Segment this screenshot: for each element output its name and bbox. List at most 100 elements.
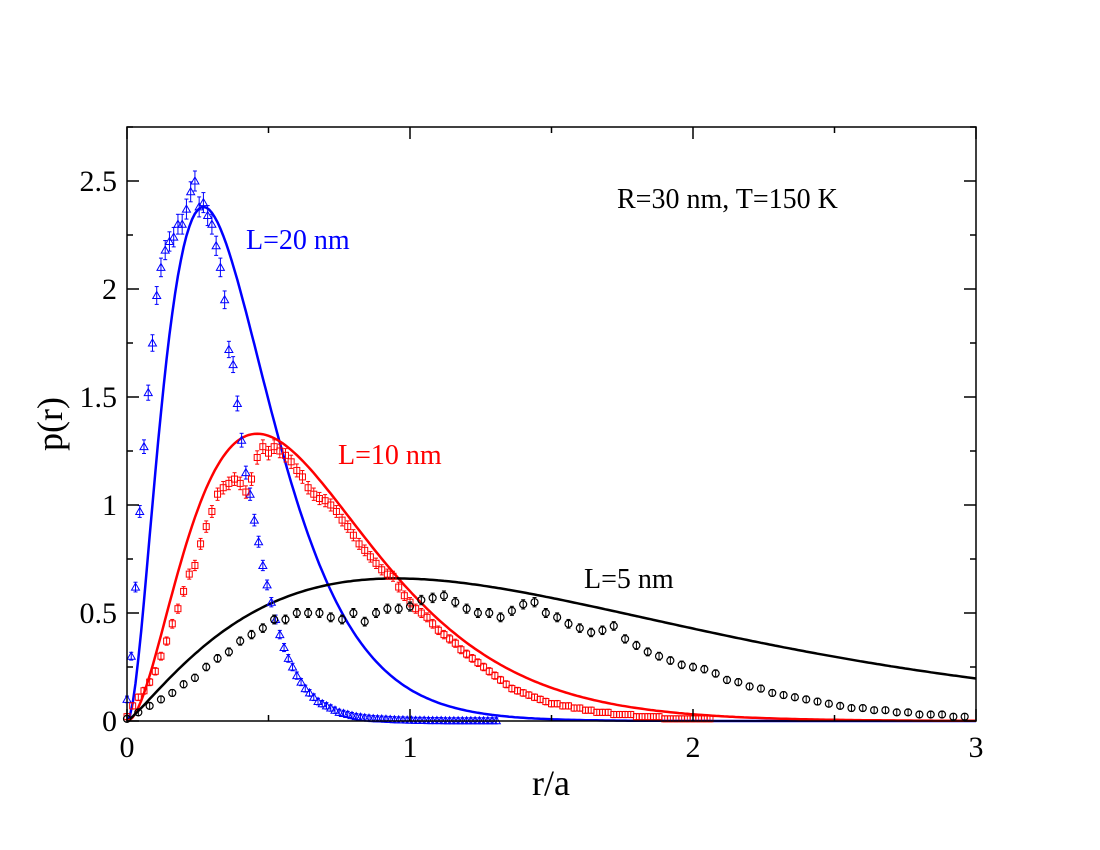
data-point-circle xyxy=(903,708,913,717)
plot-marks xyxy=(122,170,977,725)
data-point-triangle xyxy=(347,710,357,720)
data-point-circle xyxy=(258,624,267,633)
data-point-square xyxy=(304,484,312,492)
data-point-circle xyxy=(892,708,901,717)
data-point-circle xyxy=(666,656,675,665)
data-point-triangle xyxy=(143,387,154,397)
data-point-triangle xyxy=(321,700,332,710)
data-point-square xyxy=(310,490,318,498)
data-point-triangle xyxy=(190,175,200,185)
data-point-circle xyxy=(802,695,811,704)
data-point-square xyxy=(446,635,454,643)
data-point-circle xyxy=(847,703,856,713)
data-point-triangle xyxy=(134,506,145,515)
data-point-triangle xyxy=(342,709,353,719)
data-point-circle xyxy=(507,606,516,615)
data-point-square xyxy=(129,702,137,710)
data-point-circle xyxy=(609,621,618,631)
data-point-triangle xyxy=(279,642,289,652)
data-point-square xyxy=(242,488,250,496)
data-point-triangle xyxy=(325,703,336,712)
data-point-triangle xyxy=(296,677,306,686)
data-point-triangle xyxy=(164,236,175,245)
data-point-triangle xyxy=(185,186,196,196)
data-point-square xyxy=(163,637,171,645)
data-point-square xyxy=(146,678,154,686)
data-point-triangle xyxy=(198,197,209,207)
data-point-square xyxy=(327,501,335,509)
x-tick-label: 3 xyxy=(969,731,984,764)
data-point-circle xyxy=(304,608,313,618)
l5-annotation: L=5 nm xyxy=(584,564,674,595)
data-point-circle xyxy=(768,688,777,698)
data-point-square xyxy=(332,507,340,515)
data-point-triangle xyxy=(224,344,234,353)
y-tick-label: 1 xyxy=(102,489,117,522)
data-point-square xyxy=(202,523,210,531)
data-point-square xyxy=(389,572,397,580)
data-point-circle xyxy=(213,654,222,663)
data-point-triangle xyxy=(151,290,162,299)
data-point-square xyxy=(157,652,165,660)
data-point-circle xyxy=(858,703,867,713)
data-point-circle xyxy=(451,598,460,607)
data-point-triangle xyxy=(287,661,298,671)
data-point-square xyxy=(236,479,244,487)
data-point-triangle xyxy=(257,560,268,569)
data-point-triangle xyxy=(304,687,315,697)
data-point-triangle xyxy=(130,582,141,591)
data-point-square xyxy=(276,447,284,455)
data-point-circle xyxy=(473,608,483,618)
data-point-square xyxy=(366,553,374,561)
data-point-circle xyxy=(824,699,833,708)
data-point-square xyxy=(253,453,261,461)
l20-annotation: L=20 nm xyxy=(246,225,350,256)
data-point-square xyxy=(451,639,459,647)
data-point-triangle xyxy=(266,597,277,606)
data-point-square xyxy=(372,559,380,567)
data-point-circle xyxy=(700,665,709,674)
data-point-square xyxy=(706,715,714,723)
data-point-square xyxy=(248,475,256,483)
data-point-circle xyxy=(915,710,924,719)
data-point-circle xyxy=(349,608,358,618)
data-point-circle xyxy=(145,701,154,710)
data-point-triangle xyxy=(240,467,251,477)
data-point-triangle xyxy=(177,219,188,228)
data-point-circle xyxy=(326,613,335,622)
data-point-triangle xyxy=(202,210,213,220)
y-tick-label: 0 xyxy=(102,705,117,738)
data-point-circle xyxy=(553,613,562,622)
data-point-circle xyxy=(530,598,539,607)
data-point-circle xyxy=(236,636,245,646)
data-point-circle xyxy=(485,608,494,618)
data-point-triangle xyxy=(156,262,166,271)
data-point-triangle xyxy=(126,651,137,660)
data-point-square xyxy=(293,466,301,474)
data-point-triangle xyxy=(253,536,264,546)
l10-annotation: L=10 nm xyxy=(338,440,442,471)
data-point-triangle xyxy=(160,245,171,254)
data-point-circle xyxy=(360,617,369,626)
data-point-circle xyxy=(711,669,720,678)
data-point-circle xyxy=(587,628,596,637)
data-point-square xyxy=(440,631,448,639)
data-point-square xyxy=(344,523,352,531)
data-point-triangle xyxy=(334,707,345,716)
data-point-triangle xyxy=(313,696,323,706)
data-point-circle xyxy=(813,697,822,706)
data-point-square xyxy=(180,587,188,595)
data-point-circle xyxy=(519,600,528,609)
data-point-triangle xyxy=(283,653,294,662)
data-point-circle xyxy=(405,602,415,611)
data-point-square xyxy=(355,540,363,548)
data-point-triangle xyxy=(317,698,328,708)
data-point-triangle xyxy=(211,240,222,250)
data-point-square xyxy=(321,497,329,505)
data-point-square xyxy=(349,531,357,539)
data-point-circle xyxy=(337,615,347,624)
data-point-circle xyxy=(734,678,743,687)
data-point-triangle xyxy=(355,712,366,721)
data-point-square xyxy=(502,680,510,688)
